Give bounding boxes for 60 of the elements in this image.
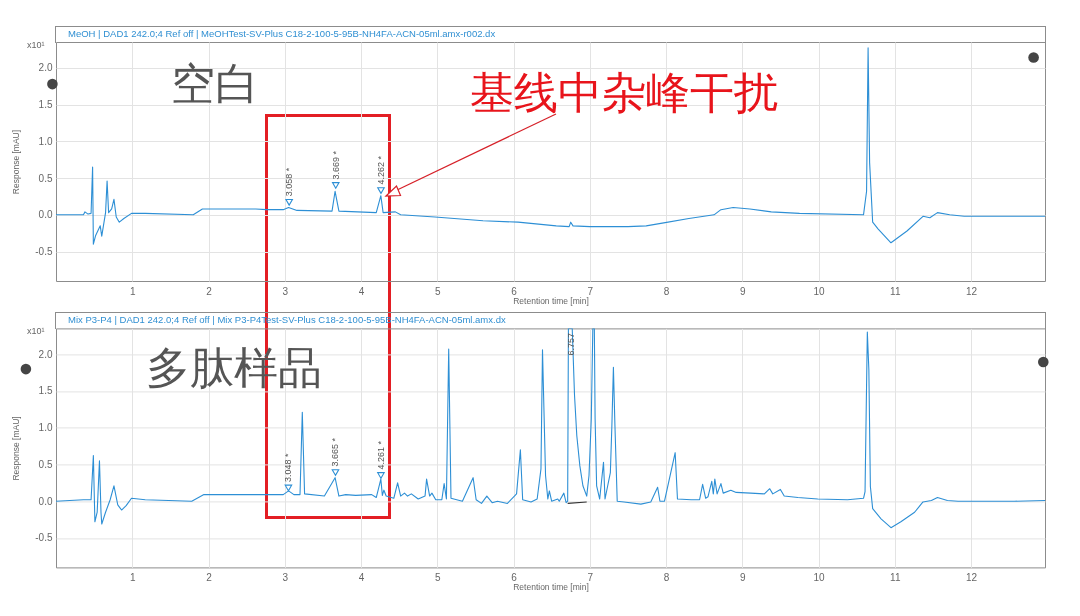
point (376, 472, 385, 479)
annotation: 基线中杂峰干扰 (470, 67, 778, 118)
annotation: 3.058 * (283, 167, 294, 197)
point (284, 198, 293, 206)
x-tick-label: 3 (281, 571, 288, 583)
x-tick-label: 12 (965, 571, 978, 583)
x-tick-label: 8 (663, 285, 670, 297)
y-tick-label: 0.0 (38, 495, 53, 507)
x-tick-label: 10 (812, 285, 825, 297)
text: x10¹ (27, 326, 45, 336)
y-tick-label: 0.5 (38, 458, 53, 470)
x-tick-label: 6 (510, 285, 517, 297)
x-tick-label: 6 (510, 571, 517, 583)
y-tick-label: 1.0 (38, 422, 53, 434)
x-tick-label: 11 (889, 571, 901, 583)
x-tick-label: 2 (205, 571, 212, 583)
y-tick-label: 1.0 (38, 135, 53, 147)
annotation: 6.757 (565, 332, 576, 356)
y-tick-label: -0.5 (34, 532, 53, 544)
text: x10¹ (27, 40, 45, 50)
y-tick-label: 2.0 (38, 62, 53, 74)
annotation: 3.048 * (282, 452, 293, 482)
x-tick-label: 1 (129, 285, 136, 297)
y-axis-title: Response [mAU] (10, 129, 21, 195)
x-tick-label: 5 (434, 571, 441, 583)
point (376, 187, 385, 194)
x-tick-label: 7 (586, 285, 593, 297)
chart-title: MeOH | DAD1 242.0;4 Ref off | MeOHTest-SV-Plus C18-2-100-5-95B-NH4FA-ACN-05ml.amx-r002.dx (67, 27, 495, 39)
x-tick-label: 3 (281, 285, 288, 297)
annotation: 空白 (171, 58, 259, 109)
annotation: 4.262 * (375, 155, 386, 185)
y-tick-label: 2.0 (38, 348, 53, 360)
x-tick-label: 4 (358, 571, 365, 583)
y-tick-label: 0.5 (38, 172, 53, 184)
line-series (55, 47, 1045, 245)
x-tick-label: 7 (586, 571, 593, 583)
x-tick-label: 5 (434, 285, 441, 297)
x-tick-label: 9 (739, 571, 746, 583)
line-series (55, 328, 1045, 529)
x-tick-label: 4 (358, 285, 365, 297)
x-axis-title: Retention time [min] (512, 581, 589, 592)
y-tick-label: -0.5 (34, 246, 53, 258)
x-tick-label: 10 (812, 571, 825, 583)
y-tick-label: 1.5 (38, 385, 53, 397)
annotation: 3.665 * (329, 437, 340, 467)
x-tick-label: 2 (205, 285, 212, 297)
y-tick-label: 1.5 (38, 99, 53, 111)
annotation: 3.669 * (330, 150, 341, 180)
x-tick-label: 9 (739, 285, 746, 297)
y-tick-label: 0.0 (38, 209, 53, 221)
y-axis-title: Response [mAU] (10, 416, 21, 481)
x-tick-label: 11 (889, 285, 901, 297)
x-tick-label: 1 (129, 571, 136, 583)
x-tick-label: 8 (663, 571, 670, 583)
annotation: 4.261 * (375, 440, 386, 470)
x-tick-label: 12 (965, 285, 978, 297)
x-axis-title: Retention time [min] (512, 295, 589, 306)
point (331, 469, 339, 476)
point (284, 484, 292, 492)
point (331, 182, 340, 189)
